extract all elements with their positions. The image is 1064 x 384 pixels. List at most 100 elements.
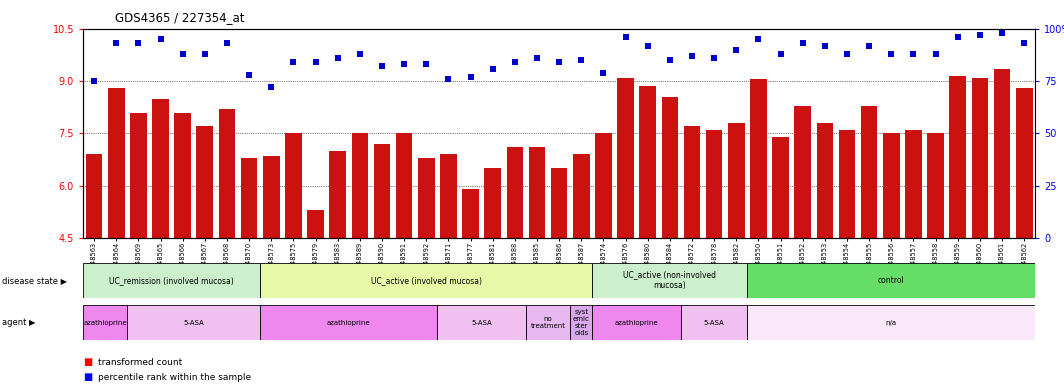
- Bar: [617, 78, 634, 238]
- Point: [285, 59, 302, 65]
- Point: [617, 34, 634, 40]
- Point: [1016, 40, 1033, 46]
- Bar: [662, 97, 678, 238]
- Text: syst
emic
ster
oids: syst emic ster oids: [572, 309, 589, 336]
- Bar: [285, 134, 302, 238]
- Bar: [197, 126, 213, 238]
- Bar: [240, 158, 257, 238]
- Bar: [747, 305, 1035, 340]
- Text: azathioprine: azathioprine: [615, 319, 659, 326]
- Text: agent ▶: agent ▶: [2, 318, 35, 327]
- Point: [218, 40, 235, 46]
- Bar: [838, 130, 855, 238]
- Bar: [526, 305, 570, 340]
- Bar: [795, 106, 811, 238]
- Point: [883, 51, 900, 57]
- Bar: [86, 154, 102, 238]
- Bar: [639, 86, 656, 238]
- Bar: [396, 134, 413, 238]
- Point: [307, 59, 325, 65]
- Bar: [418, 158, 434, 238]
- Text: 5-ASA: 5-ASA: [703, 319, 725, 326]
- Bar: [684, 126, 700, 238]
- Bar: [128, 305, 261, 340]
- Bar: [218, 109, 235, 238]
- Bar: [573, 154, 589, 238]
- Bar: [1016, 88, 1032, 238]
- Text: transformed count: transformed count: [98, 358, 182, 367]
- Point: [396, 61, 413, 68]
- Point: [639, 43, 656, 49]
- Bar: [506, 147, 523, 238]
- Bar: [462, 189, 479, 238]
- Text: UC_active (involved mucosa): UC_active (involved mucosa): [370, 276, 482, 285]
- Point: [927, 51, 944, 57]
- Bar: [174, 113, 190, 238]
- Point: [683, 53, 700, 59]
- Text: GDS4365 / 227354_at: GDS4365 / 227354_at: [115, 12, 245, 25]
- Point: [572, 57, 589, 63]
- Point: [196, 51, 213, 57]
- Bar: [107, 88, 124, 238]
- Bar: [747, 263, 1035, 298]
- Point: [329, 55, 346, 61]
- Point: [484, 66, 501, 72]
- Bar: [772, 137, 788, 238]
- Bar: [971, 78, 988, 238]
- Bar: [440, 154, 456, 238]
- Bar: [484, 168, 501, 238]
- Bar: [263, 156, 280, 238]
- Point: [772, 51, 789, 57]
- Text: ■: ■: [83, 372, 93, 382]
- Bar: [949, 76, 966, 238]
- Bar: [595, 134, 612, 238]
- Point: [595, 70, 612, 76]
- Point: [794, 40, 811, 46]
- Bar: [750, 79, 767, 238]
- Bar: [928, 134, 944, 238]
- Text: azathioprine: azathioprine: [327, 319, 370, 326]
- Bar: [261, 263, 593, 298]
- Text: 5-ASA: 5-ASA: [183, 319, 204, 326]
- Bar: [994, 69, 1011, 238]
- Text: 5-ASA: 5-ASA: [471, 319, 492, 326]
- Point: [971, 32, 988, 38]
- Point: [994, 30, 1011, 36]
- Bar: [551, 168, 567, 238]
- Bar: [861, 106, 878, 238]
- Bar: [728, 123, 745, 238]
- Point: [130, 40, 147, 46]
- Point: [152, 36, 169, 42]
- Point: [373, 63, 390, 70]
- Text: UC_remission (involved mucosa): UC_remission (involved mucosa): [110, 276, 234, 285]
- Bar: [261, 305, 437, 340]
- Bar: [437, 305, 526, 340]
- Bar: [905, 130, 921, 238]
- Bar: [593, 305, 681, 340]
- Bar: [816, 123, 833, 238]
- Bar: [307, 210, 323, 238]
- Bar: [330, 151, 346, 238]
- Bar: [83, 305, 128, 340]
- Point: [351, 51, 368, 57]
- Point: [439, 76, 456, 82]
- Bar: [373, 144, 390, 238]
- Point: [506, 59, 523, 65]
- Point: [705, 55, 722, 61]
- Bar: [570, 305, 593, 340]
- Point: [529, 55, 546, 61]
- Bar: [83, 263, 261, 298]
- Text: no
treatment: no treatment: [531, 316, 566, 329]
- Text: UC_active (non-involved
mucosa): UC_active (non-involved mucosa): [624, 271, 716, 290]
- Point: [949, 34, 966, 40]
- Bar: [883, 134, 900, 238]
- Point: [85, 78, 102, 84]
- Bar: [130, 113, 147, 238]
- Point: [418, 61, 435, 68]
- Text: ■: ■: [83, 357, 93, 367]
- Bar: [529, 147, 545, 238]
- Point: [750, 36, 767, 42]
- Bar: [351, 134, 368, 238]
- Point: [107, 40, 124, 46]
- Point: [816, 43, 833, 49]
